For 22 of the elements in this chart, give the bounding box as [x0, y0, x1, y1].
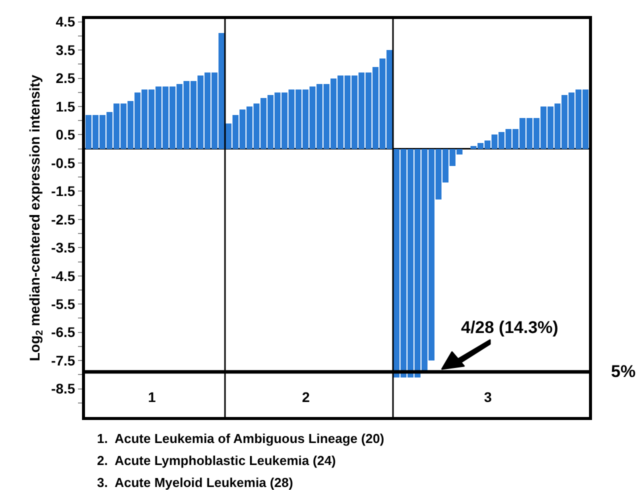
- y-tick-label: -3.5: [51, 240, 76, 256]
- y-tick-label: -2.5: [51, 211, 76, 228]
- text: 1. Acute Leukemia of Ambiguous Lineage (20): [97, 431, 384, 446]
- y-tick-label: 3.5: [56, 42, 76, 58]
- y-tick-label: 0.5: [56, 126, 76, 143]
- text: 2. Acute Lymphoblastic Leukemia (24): [97, 453, 336, 468]
- x-tick-label: 3: [484, 389, 492, 405]
- y-tick-label: -1.5: [51, 183, 76, 200]
- text: 5%: [611, 362, 636, 381]
- y-tick-label: 1.5: [56, 98, 76, 114]
- x-tick-label: 1: [148, 389, 156, 405]
- annotation: 4/28 (14.3%): [461, 318, 558, 337]
- x-tick-label: 2: [302, 389, 310, 405]
- y-tick-label: -5.5: [51, 296, 76, 312]
- y-tick-label: -4.5: [51, 268, 76, 284]
- y-tick-label: 2.5: [56, 70, 76, 86]
- y-tick-label: -7.5: [51, 352, 76, 368]
- y-tick-label: 4.5: [56, 14, 76, 30]
- y-tick-label: -0.5: [51, 154, 76, 171]
- text: 3. Acute Myeloid Leukemia (28): [97, 475, 294, 490]
- y-tick-label: -6.5: [51, 324, 76, 340]
- y-tick-label: -8.5: [51, 380, 76, 397]
